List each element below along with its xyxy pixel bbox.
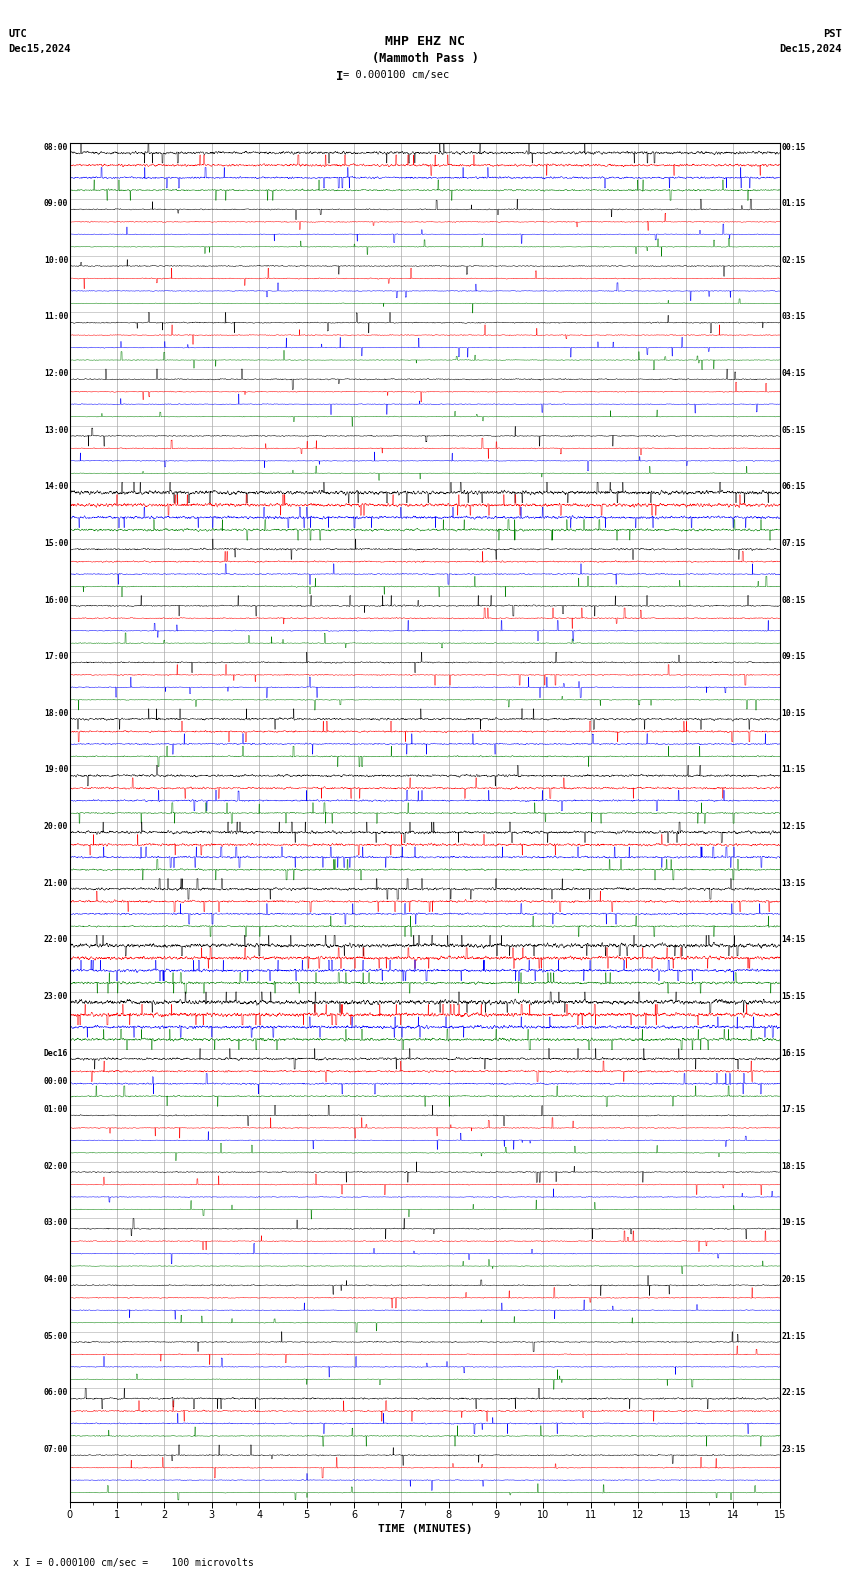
Text: MHP EHZ NC: MHP EHZ NC	[385, 35, 465, 48]
Text: 02:00: 02:00	[44, 1163, 68, 1171]
Text: 09:00: 09:00	[44, 200, 68, 208]
Text: 15:15: 15:15	[782, 992, 806, 1001]
Text: 22:00: 22:00	[44, 935, 68, 944]
Text: 17:00: 17:00	[44, 653, 68, 661]
Text: 10:15: 10:15	[782, 708, 806, 718]
Text: 21:00: 21:00	[44, 879, 68, 887]
Text: 11:00: 11:00	[44, 312, 68, 322]
Text: 07:00: 07:00	[44, 1445, 68, 1454]
Text: 08:15: 08:15	[782, 596, 806, 605]
Text: 23:15: 23:15	[782, 1445, 806, 1454]
Text: 16:15: 16:15	[782, 1049, 806, 1058]
Text: 07:15: 07:15	[782, 539, 806, 548]
Text: 01:15: 01:15	[782, 200, 806, 208]
Text: 17:15: 17:15	[782, 1106, 806, 1114]
Text: = 0.000100 cm/sec: = 0.000100 cm/sec	[343, 70, 449, 79]
Text: Dec16: Dec16	[44, 1049, 68, 1058]
Text: 03:00: 03:00	[44, 1218, 68, 1228]
Text: 10:00: 10:00	[44, 257, 68, 265]
Text: 05:00: 05:00	[44, 1332, 68, 1340]
Text: 00:15: 00:15	[782, 143, 806, 152]
Text: 14:00: 14:00	[44, 483, 68, 491]
Text: Dec15,2024: Dec15,2024	[779, 44, 842, 54]
Text: 14:15: 14:15	[782, 935, 806, 944]
Text: 21:15: 21:15	[782, 1332, 806, 1340]
Text: 12:00: 12:00	[44, 369, 68, 379]
Text: I: I	[336, 70, 343, 82]
Text: 06:00: 06:00	[44, 1388, 68, 1397]
Text: 02:15: 02:15	[782, 257, 806, 265]
Text: 04:00: 04:00	[44, 1275, 68, 1285]
Text: 12:15: 12:15	[782, 822, 806, 832]
Text: 11:15: 11:15	[782, 765, 806, 775]
Text: 19:15: 19:15	[782, 1218, 806, 1228]
Text: 08:00: 08:00	[44, 143, 68, 152]
X-axis label: TIME (MINUTES): TIME (MINUTES)	[377, 1524, 473, 1535]
Text: UTC: UTC	[8, 29, 27, 38]
Text: 18:15: 18:15	[782, 1163, 806, 1171]
Text: 05:15: 05:15	[782, 426, 806, 434]
Text: 13:00: 13:00	[44, 426, 68, 434]
Text: 16:00: 16:00	[44, 596, 68, 605]
Text: 09:15: 09:15	[782, 653, 806, 661]
Text: 22:15: 22:15	[782, 1388, 806, 1397]
Text: 20:00: 20:00	[44, 822, 68, 832]
Text: 23:00: 23:00	[44, 992, 68, 1001]
Text: 13:15: 13:15	[782, 879, 806, 887]
Text: x I = 0.000100 cm/sec =    100 microvolts: x I = 0.000100 cm/sec = 100 microvolts	[13, 1559, 253, 1568]
Text: 00:00: 00:00	[44, 1077, 68, 1087]
Text: (Mammoth Pass ): (Mammoth Pass )	[371, 52, 479, 65]
Text: 18:00: 18:00	[44, 708, 68, 718]
Text: 04:15: 04:15	[782, 369, 806, 379]
Text: 19:00: 19:00	[44, 765, 68, 775]
Text: 15:00: 15:00	[44, 539, 68, 548]
Text: 20:15: 20:15	[782, 1275, 806, 1285]
Text: 03:15: 03:15	[782, 312, 806, 322]
Text: PST: PST	[823, 29, 842, 38]
Text: 06:15: 06:15	[782, 483, 806, 491]
Text: Dec15,2024: Dec15,2024	[8, 44, 71, 54]
Text: 01:00: 01:00	[44, 1106, 68, 1114]
